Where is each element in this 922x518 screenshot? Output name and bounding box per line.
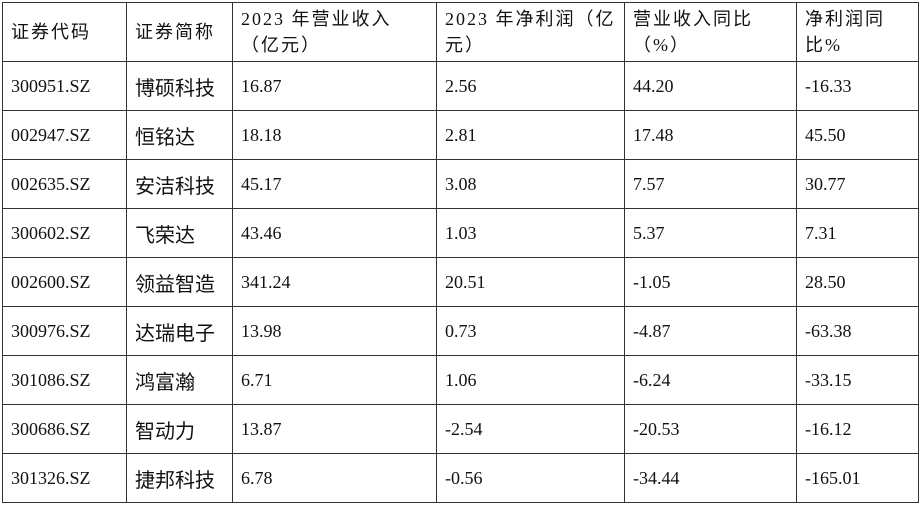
table-cell: 16.87: [232, 61, 437, 111]
table-cell: 飞荣达: [126, 208, 233, 258]
table-cell: 领益智造: [126, 257, 233, 307]
header-cell: 净利润同比%: [796, 2, 919, 62]
header-cell: 2023 年净利润（亿元）: [436, 2, 625, 62]
table-cell: 5.37: [624, 208, 797, 258]
table-cell: 44.20: [624, 61, 797, 111]
table-cell: 300686.SZ: [2, 404, 127, 454]
table-cell: -165.01: [796, 453, 919, 503]
table-cell: 达瑞电子: [126, 306, 233, 356]
table-cell: 18.18: [232, 110, 437, 160]
table-cell: 鸿富瀚: [126, 355, 233, 405]
table-cell: 13.87: [232, 404, 437, 454]
table-cell: 捷邦科技: [126, 453, 233, 503]
table-cell: 智动力: [126, 404, 233, 454]
table-cell: 3.08: [436, 159, 625, 209]
table-cell: 6.78: [232, 453, 437, 503]
table-cell: 002947.SZ: [2, 110, 127, 160]
table-cell: 7.31: [796, 208, 919, 258]
table-cell: 43.46: [232, 208, 437, 258]
table-row: 002635.SZ 安洁科技 45.17 3.08 7.57 30.77: [2, 159, 919, 209]
table-cell: 28.50: [796, 257, 919, 307]
table-cell: -16.12: [796, 404, 919, 454]
header-cell: 2023 年营业收入（亿元）: [232, 2, 437, 62]
table-cell: 1.06: [436, 355, 625, 405]
table-cell: 002635.SZ: [2, 159, 127, 209]
table-cell: 0.73: [436, 306, 625, 356]
table-row: 301326.SZ 捷邦科技 6.78 -0.56 -34.44 -165.01: [2, 453, 919, 503]
table-cell: 30.77: [796, 159, 919, 209]
table-cell: 20.51: [436, 257, 625, 307]
table-cell: 45.50: [796, 110, 919, 160]
table-cell: -6.24: [624, 355, 797, 405]
table-row: 002947.SZ 恒铭达 18.18 2.81 17.48 45.50: [2, 110, 919, 160]
header-cell: 营业收入同比（%）: [624, 2, 797, 62]
table-row: 300951.SZ 博硕科技 16.87 2.56 44.20 -16.33: [2, 61, 919, 111]
table-cell: 2.56: [436, 61, 625, 111]
table-body: 300951.SZ 博硕科技 16.87 2.56 44.20 -16.33 002947.…: [2, 61, 919, 503]
data-table: 证券代码 证券简称 2023 年营业收入（亿元） 2023 年净利润（亿元） 营业收入同…: [2, 2, 919, 503]
table-cell: -20.53: [624, 404, 797, 454]
table-cell: 300951.SZ: [2, 61, 127, 111]
table-cell: 300976.SZ: [2, 306, 127, 356]
table-row: 300686.SZ 智动力 13.87 -2.54 -20.53 -16.12: [2, 404, 919, 454]
table-cell: 002600.SZ: [2, 257, 127, 307]
table-row: 300602.SZ 飞荣达 43.46 1.03 5.37 7.31: [2, 208, 919, 258]
table-cell: 2.81: [436, 110, 625, 160]
header-cell: 证券代码: [2, 2, 127, 62]
table-row: 301086.SZ 鸿富瀚 6.71 1.06 -6.24 -33.15: [2, 355, 919, 405]
header-cell: 证券简称: [126, 2, 233, 62]
table-cell: 301326.SZ: [2, 453, 127, 503]
table-cell: 1.03: [436, 208, 625, 258]
header-row: 证券代码 证券简称 2023 年营业收入（亿元） 2023 年净利润（亿元） 营业收入同…: [2, 2, 919, 62]
table-cell: 安洁科技: [126, 159, 233, 209]
table-row: 300976.SZ 达瑞电子 13.98 0.73 -4.87 -63.38: [2, 306, 919, 356]
table-cell: -2.54: [436, 404, 625, 454]
table-cell: -1.05: [624, 257, 797, 307]
table-cell: -34.44: [624, 453, 797, 503]
table-cell: -63.38: [796, 306, 919, 356]
table-cell: 13.98: [232, 306, 437, 356]
table-cell: 45.17: [232, 159, 437, 209]
table-cell: 341.24: [232, 257, 437, 307]
table-cell: 恒铭达: [126, 110, 233, 160]
table-cell: 6.71: [232, 355, 437, 405]
table-cell: 博硕科技: [126, 61, 233, 111]
table-cell: -0.56: [436, 453, 625, 503]
table-cell: 300602.SZ: [2, 208, 127, 258]
table-cell: -33.15: [796, 355, 919, 405]
table-row: 002600.SZ 领益智造 341.24 20.51 -1.05 28.50: [2, 257, 919, 307]
table-cell: -16.33: [796, 61, 919, 111]
table-cell: 301086.SZ: [2, 355, 127, 405]
table-cell: -4.87: [624, 306, 797, 356]
table-cell: 17.48: [624, 110, 797, 160]
table-cell: 7.57: [624, 159, 797, 209]
